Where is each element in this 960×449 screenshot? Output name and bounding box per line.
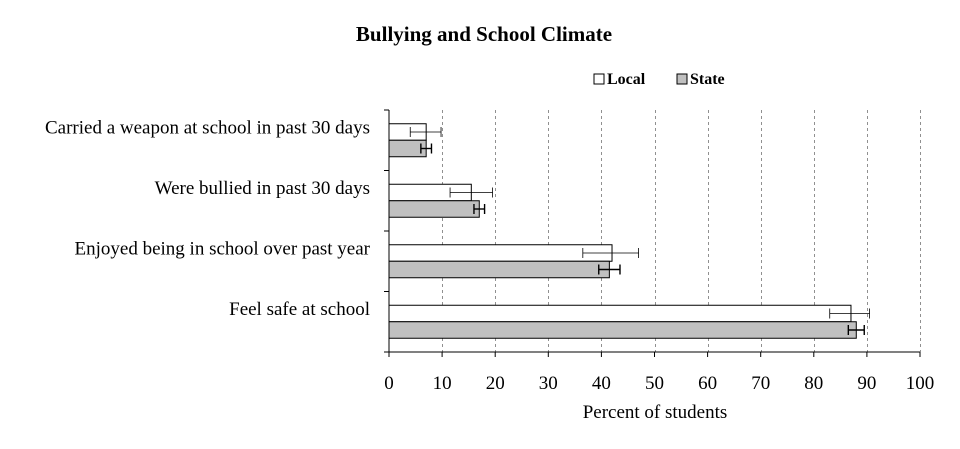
bar-state (388, 200, 480, 218)
x-tick-label: 90 (857, 373, 876, 394)
legend-swatch-local (593, 73, 605, 85)
legend-label-state: State (690, 71, 725, 88)
category-label: Carried a weapon at school in past 30 da… (45, 117, 370, 138)
x-tick-label: 100 (906, 373, 935, 394)
gridlines (442, 110, 921, 352)
legend-swatch-state (676, 73, 688, 85)
chart-title: Bullying and School Climate (356, 22, 612, 46)
x-tick-label: 40 (592, 373, 611, 394)
axes (384, 109, 921, 357)
x-tick-label: 20 (486, 373, 505, 394)
x-tick-label: 50 (645, 373, 664, 394)
legend: Local State (593, 71, 725, 88)
bars (388, 123, 870, 339)
x-tick-label: 10 (433, 373, 452, 394)
x-tick-labels: 0 10 20 30 40 50 60 70 80 90 100 (384, 373, 934, 394)
bar-state (388, 321, 857, 339)
category-labels: Carried a weapon at school in past 30 da… (45, 117, 371, 320)
x-tick-label: 30 (539, 373, 558, 394)
x-tick-label: 70 (751, 373, 770, 394)
category-label: Feel safe at school (229, 299, 370, 320)
category-label: Enjoyed being in school over past year (75, 238, 371, 259)
bar-state (388, 260, 610, 279)
legend-label-local: Local (607, 71, 646, 88)
x-axis-label: Percent of students (583, 402, 728, 423)
x-tick-label: 60 (698, 373, 717, 394)
bar-local (388, 244, 613, 262)
bar-local (388, 304, 852, 323)
category-label: Were bullied in past 30 days (155, 178, 370, 199)
x-tick-label: 80 (804, 373, 823, 394)
x-tick-label: 0 (384, 373, 394, 394)
